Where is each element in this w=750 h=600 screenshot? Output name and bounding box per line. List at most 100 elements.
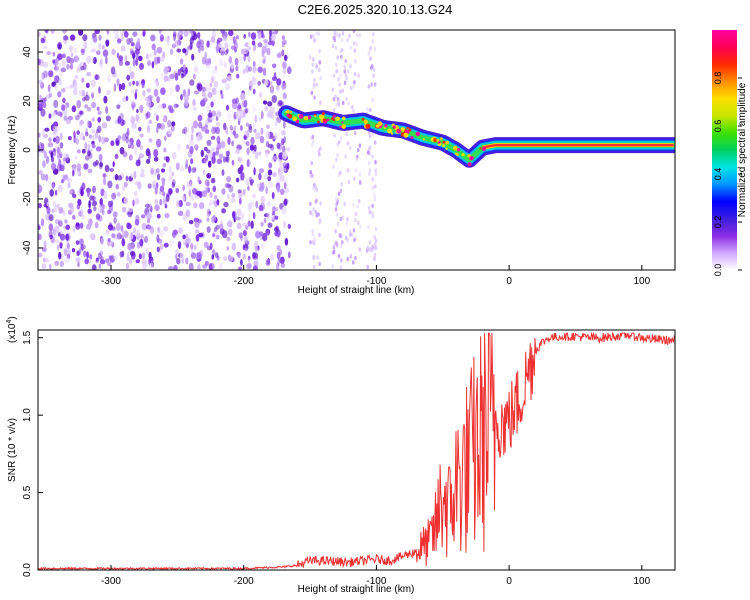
noise-blob [370,81,374,87]
noise-blob [118,60,124,66]
noise-blob [279,256,285,264]
noise-blob [230,197,236,203]
noise-blob [209,242,213,250]
noise-blob [337,173,341,178]
noise-blob [271,192,275,199]
noise-blob [371,177,375,182]
noise-blob [265,140,270,148]
noise-blob [72,214,76,220]
noise-blob [349,86,353,91]
noise-blob [91,134,97,141]
noise-blob [353,130,357,136]
noise-blob [221,188,226,195]
noise-blob [232,130,236,136]
noise-blob [313,77,316,83]
noise-blob [339,136,343,141]
noise-blob [74,115,80,121]
noise-blob [259,168,264,174]
noise-blob [251,77,257,86]
noise-blob [89,232,95,239]
noise-blob [56,146,61,154]
noise-blob [220,90,223,95]
noise-blob [97,207,101,215]
noise-blob [220,140,226,149]
noise-blob [373,256,376,261]
noise-blob [201,126,205,132]
noise-blob [313,236,317,242]
noise-blob [352,84,355,89]
noise-blob [189,42,193,50]
noise-blob [233,125,237,131]
noise-blob [146,88,151,93]
noise-blob [317,148,321,154]
noise-blob [236,208,242,216]
noise-blob [374,168,378,173]
noise-blob [344,58,348,64]
noise-blob [335,62,338,67]
noise-blob [132,199,135,207]
noise-blob [190,133,194,141]
noise-blob [128,81,132,87]
noise-blob [223,201,229,208]
noise-blob [187,88,191,97]
noise-blob [79,132,85,141]
noise-blob [65,233,71,242]
noise-blob [236,73,240,79]
noise-blob [163,75,169,82]
noise-blob [42,101,47,109]
noise-blob [309,201,312,207]
y-tick-label: 20 [22,95,33,107]
y-tick-label: 40 [22,46,33,58]
noise-blob [225,150,230,157]
noise-blob [49,189,54,197]
noise-blob [215,234,220,240]
noise-blob [41,263,47,270]
noise-blob [77,198,82,206]
noise-blob [203,82,210,89]
noise-blob [116,52,120,59]
noise-blob [145,53,149,60]
noise-blob [69,34,76,41]
noise-blob [39,81,43,87]
noise-blob [184,126,189,133]
ridge-hotspot [403,132,409,138]
noise-blob [135,88,138,94]
noise-blob [314,209,318,215]
noise-blob [260,221,264,227]
noise-blob [319,201,322,206]
noise-blob [48,113,52,119]
noise-blob [75,257,81,263]
noise-blob [332,164,335,169]
noise-blob [259,135,265,144]
noise-blob [63,35,69,41]
noise-blob [155,114,159,122]
noise-blob [177,241,182,250]
noise-blob [331,43,335,49]
noise-blob [59,69,63,78]
noise-blob [252,252,258,258]
noise-blob [41,247,47,253]
ridge-hotspot [361,117,365,121]
noise-blob [366,107,369,112]
noise-blob [163,67,170,72]
noise-blob [72,193,77,198]
noise-blob [61,179,64,184]
noise-blob [219,220,223,227]
noise-blob [138,253,142,260]
noise-blob [151,61,155,69]
noise-blob [160,87,166,95]
noise-blob [236,105,242,112]
noise-blob [127,252,130,261]
spectrogram-data [38,30,675,270]
noise-blob [52,148,56,153]
noise-blob [51,237,55,245]
x-tick-label: -200 [234,276,254,287]
noise-blob [249,144,255,151]
noise-blob [188,220,194,225]
noise-blob [274,133,278,139]
noise-blob [271,95,277,103]
noise-blob [158,229,164,238]
noise-blob [341,215,345,220]
x-tick-label: 100 [633,576,650,587]
